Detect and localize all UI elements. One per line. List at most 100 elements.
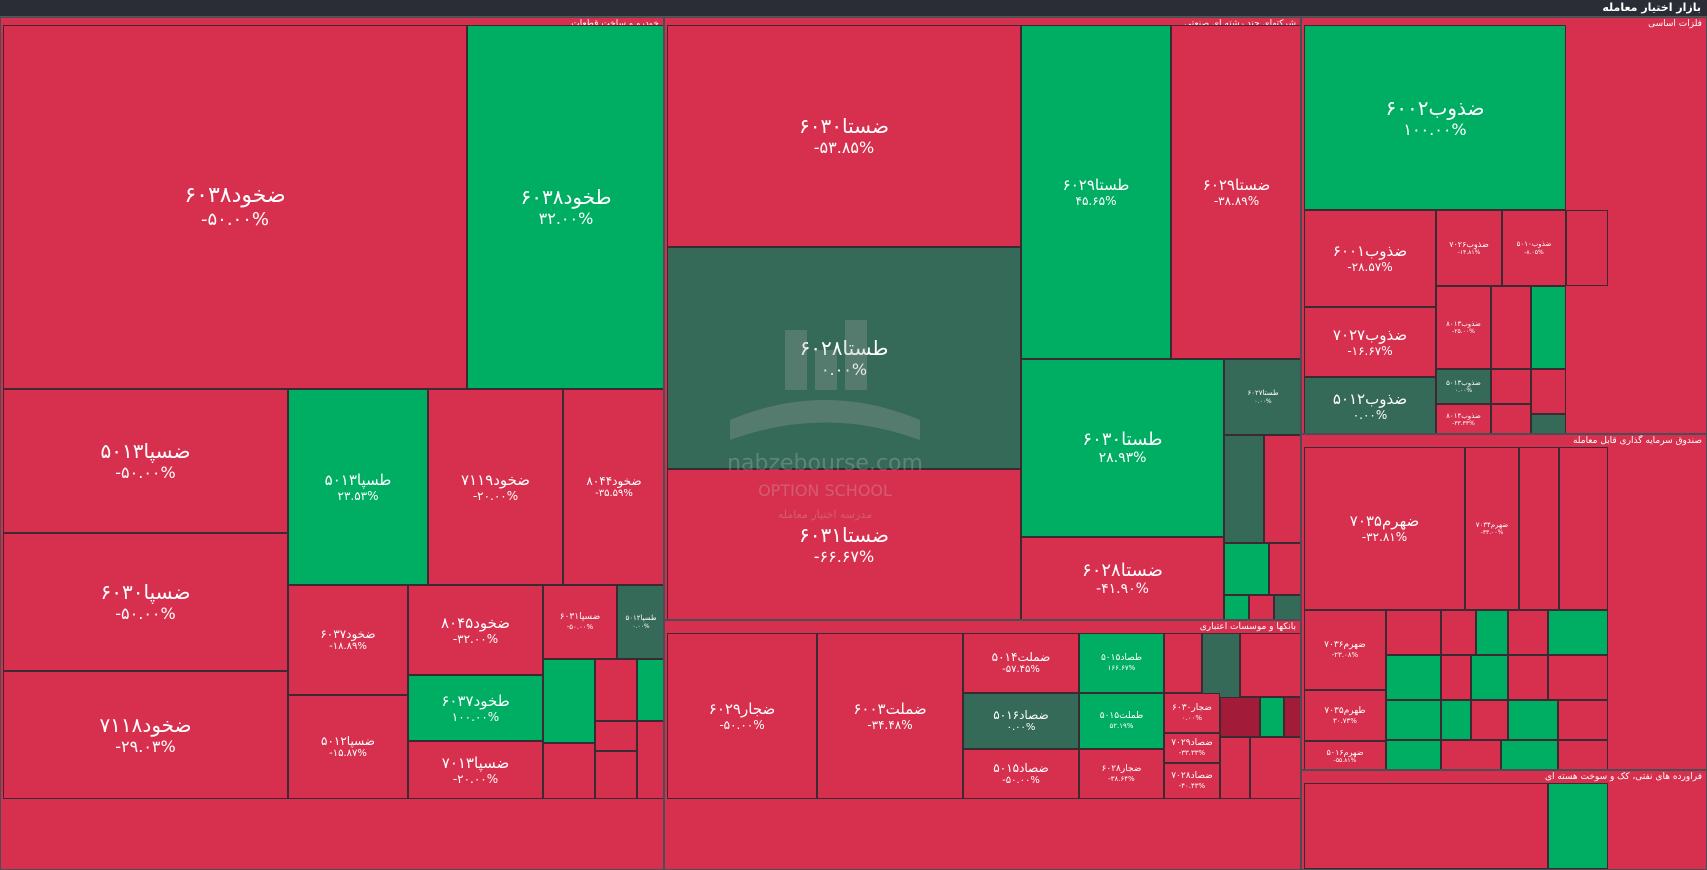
treemap-tile[interactable] <box>1519 447 1559 610</box>
treemap-tile[interactable] <box>1531 369 1566 414</box>
treemap-tile[interactable]: ضذوب۸۰۱۴ -۳۳.۳۳% <box>1436 404 1491 433</box>
treemap-tile[interactable]: ضصاد۷۰۲۸ -۴۰.۴۳% <box>1164 763 1220 799</box>
treemap-tile[interactable] <box>1386 700 1441 740</box>
treemap-tile[interactable]: ضصاد۵۰۱۶ ۰.۰۰% <box>963 693 1079 749</box>
treemap-tile[interactable]: ضهرم۵۰۱۶ -۵۵.۸۱% <box>1304 741 1386 769</box>
treemap-tile[interactable] <box>1471 700 1508 740</box>
treemap-tile[interactable]: ضستا۶۰۲۹ -۳۸.۸۹% <box>1171 25 1300 359</box>
treemap-tile[interactable]: ضسپا۵۰۱۲ -۱۵.۸۷% <box>288 695 408 799</box>
treemap-tile[interactable] <box>595 721 637 751</box>
treemap-tile[interactable] <box>1471 655 1508 700</box>
treemap-tile[interactable]: طستا۶۰۲۷ ۰.۰۰% <box>1224 359 1300 435</box>
treemap-tile[interactable] <box>1491 369 1531 404</box>
treemap-tile[interactable]: ضهرم۷۰۳۶ -۲۳.۰۸% <box>1304 610 1386 690</box>
treemap-tile[interactable]: ضستا۶۰۳۰ -۵۳.۸۵% <box>667 25 1021 247</box>
treemap-tile[interactable] <box>595 751 637 799</box>
treemap-tile[interactable]: ضذوب۶۰۰۱ -۲۸.۵۷% <box>1304 210 1436 307</box>
treemap-tile[interactable]: ضجار۶۰۲۸ -۳۸.۶۴% <box>1079 749 1164 799</box>
treemap-tile[interactable] <box>1304 783 1548 869</box>
treemap-tile[interactable] <box>595 659 637 721</box>
treemap-tile[interactable]: ضصاد۷۰۲۹ -۳۳.۳۳% <box>1164 733 1220 763</box>
treemap-tile[interactable]: طسپا۵۰۱۲ ۰.۰۰% <box>617 585 663 659</box>
treemap-tile[interactable] <box>1501 740 1558 769</box>
treemap-tile[interactable] <box>1260 697 1284 737</box>
treemap-tile[interactable]: ضخود۶۰۳۷ -۱۸.۸۹% <box>288 585 408 695</box>
treemap-tile[interactable]: ضخود۶۰۳۸ -۵۰.۰۰% <box>3 25 467 389</box>
treemap-tile[interactable]: ضجار۶۰۲۹ -۵۰.۰۰% <box>667 633 817 799</box>
treemap-tile[interactable]: ضجار۶۰۳۰ ۰.۰۰% <box>1164 693 1220 733</box>
treemap-tile[interactable]: ضملت۵۰۱۴ -۵۷.۴۵% <box>963 633 1079 693</box>
treemap-tile[interactable]: طخود۶۰۳۷ ۱۰۰.۰۰% <box>408 675 543 741</box>
treemap-tile[interactable] <box>1249 595 1274 619</box>
treemap-tile[interactable] <box>1386 610 1441 655</box>
treemap-tile[interactable] <box>1284 697 1300 737</box>
treemap-tile[interactable] <box>1224 435 1264 543</box>
treemap-tile[interactable]: ضذوب۸۰۱۳ -۲۵.۰۰% <box>1436 286 1491 369</box>
treemap-tile[interactable]: ضملت۶۰۰۳ -۳۴.۴۸% <box>817 633 963 799</box>
treemap-tile[interactable]: طستا۶۰۲۹ ۴۵.۶۵% <box>1021 25 1171 359</box>
treemap-tile[interactable] <box>1164 633 1202 693</box>
treemap-tile[interactable]: طصاد۵۰۱۵ ۱۶۶.۶۷% <box>1079 633 1164 693</box>
treemap-tile[interactable] <box>1441 700 1471 740</box>
treemap-tile[interactable] <box>1531 286 1566 369</box>
treemap-tile[interactable] <box>1476 610 1508 655</box>
treemap-tile[interactable] <box>1508 700 1558 740</box>
treemap-tile[interactable] <box>1240 633 1300 697</box>
treemap-tile[interactable]: طملت۵۰۱۵ ۵۲.۱۹% <box>1079 693 1164 749</box>
tile-change: ۲۸.۹۳% <box>1098 450 1147 467</box>
treemap-tile[interactable]: ضخود۷۱۱۹ -۲۰.۰۰% <box>428 389 563 585</box>
treemap-tile[interactable] <box>637 659 663 721</box>
treemap-tile[interactable]: ضذوب۵۰۱۳ ۰.۰۰% <box>1436 369 1491 404</box>
treemap-tile[interactable]: ضخود۸۰۴۵ -۳۲.۰۰% <box>408 585 543 675</box>
treemap-tile[interactable]: ضستا۶۰۳۱ -۶۶.۶۷% <box>667 469 1021 619</box>
treemap-tile[interactable]: ضذوب۵۰۱۰ -۸.۰۵% <box>1502 210 1566 286</box>
treemap-tile[interactable] <box>1274 595 1300 619</box>
treemap-tile[interactable]: ضستا۶۰۲۸ -۴۱.۹۰% <box>1021 537 1224 619</box>
treemap-tile[interactable] <box>1264 435 1300 543</box>
treemap-tile[interactable] <box>1224 595 1249 619</box>
treemap-tile[interactable] <box>1548 655 1608 700</box>
treemap-tile[interactable] <box>1250 737 1300 799</box>
treemap-tile[interactable]: ضسپا۷۰۱۳ -۲۰.۰۰% <box>408 741 543 799</box>
treemap-tile[interactable] <box>1386 655 1441 700</box>
treemap-tile[interactable] <box>1441 610 1476 655</box>
treemap-tile[interactable] <box>1224 543 1269 595</box>
treemap-tile[interactable]: ضهرم۷۰۳۵ -۳۲.۸۱% <box>1304 447 1465 610</box>
treemap-tile[interactable]: ضذوب۵۰۱۲ ۰.۰۰% <box>1304 377 1436 433</box>
treemap-tile[interactable] <box>1441 740 1501 769</box>
treemap-tile[interactable]: ضخود۸۰۴۴ -۳۵.۵۹% <box>563 389 663 585</box>
treemap-tile[interactable]: طهرم۷۰۳۵ ۳۰.۷۳% <box>1304 690 1386 741</box>
treemap-tile[interactable]: ضذوب۷۰۲۶ -۱۴.۸۱% <box>1436 210 1502 286</box>
treemap-tile[interactable] <box>1491 404 1531 433</box>
treemap-tile[interactable]: ضصاد۵۰۱۵ -۵۰.۰۰% <box>963 749 1079 799</box>
treemap-tile[interactable] <box>1558 740 1608 769</box>
treemap-tile[interactable]: ضسپا۵۰۱۳ -۵۰.۰۰% <box>3 389 288 533</box>
treemap-tile[interactable] <box>637 721 663 799</box>
treemap-tile[interactable] <box>1441 655 1471 700</box>
treemap-tile[interactable]: ضسپا۶۰۳۰ -۵۰.۰۰% <box>3 533 288 671</box>
treemap-tile[interactable] <box>1566 210 1608 286</box>
treemap-tile[interactable]: ضهرم۷۰۳۴ -۳۳.۰۰% <box>1465 447 1519 610</box>
treemap-tile[interactable] <box>1548 783 1608 869</box>
treemap-tile[interactable] <box>1558 700 1608 740</box>
treemap-tile[interactable] <box>1220 737 1250 799</box>
treemap-tile[interactable]: ضخود۷۱۱۸ -۲۹.۰۳% <box>3 671 288 799</box>
treemap-tile[interactable] <box>1220 697 1260 737</box>
treemap-tile[interactable]: طستا۶۰۲۸ ۰.۰۰% <box>667 247 1021 469</box>
treemap-tile[interactable] <box>1548 610 1608 655</box>
treemap-tile[interactable]: ضذوب۷۰۲۷ -۱۶.۶۷% <box>1304 307 1436 377</box>
treemap-tile[interactable] <box>1559 447 1608 610</box>
treemap-tile[interactable]: طستا۶۰۳۰ ۲۸.۹۳% <box>1021 359 1224 537</box>
treemap-tile[interactable]: ضسپا۶۰۳۱ -۵۰.۰۰% <box>543 585 617 659</box>
treemap-tile[interactable]: ضذوب۶۰۰۲ ۱۰۰.۰۰% <box>1304 25 1566 210</box>
treemap-tile[interactable]: طخود۶۰۳۸ ۳۲.۰۰% <box>467 25 663 389</box>
treemap-tile[interactable] <box>1508 655 1548 700</box>
treemap-tile[interactable] <box>543 659 595 743</box>
treemap-tile[interactable] <box>1269 543 1300 595</box>
treemap-tile[interactable]: طسپا۵۰۱۳ ۲۳.۵۳% <box>288 389 428 585</box>
treemap-tile[interactable] <box>1386 740 1441 769</box>
treemap-tile[interactable] <box>1491 286 1531 369</box>
treemap-tile[interactable] <box>1531 414 1566 433</box>
treemap-tile[interactable] <box>1508 610 1548 655</box>
treemap-tile[interactable] <box>543 743 595 799</box>
